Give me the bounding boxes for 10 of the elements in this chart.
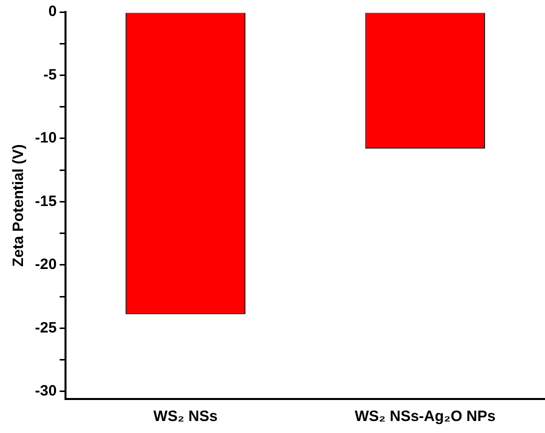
y-tick-label: -20 <box>34 256 57 274</box>
x-tick-label: WS₂ NSs <box>153 408 218 426</box>
y-tick-label: -30 <box>34 382 57 400</box>
y-tick-label: -5 <box>43 66 57 84</box>
y-tick-label: -15 <box>34 192 57 210</box>
y-tick-label: -25 <box>34 319 57 336</box>
x-tick-label: WS₂ NSs-Ag₂O NPs <box>354 408 496 426</box>
y-axis-title: Zeta Potential (V) <box>10 144 28 267</box>
y-tick-label: 0 <box>48 3 57 20</box>
y-tick-label: -10 <box>34 130 57 147</box>
